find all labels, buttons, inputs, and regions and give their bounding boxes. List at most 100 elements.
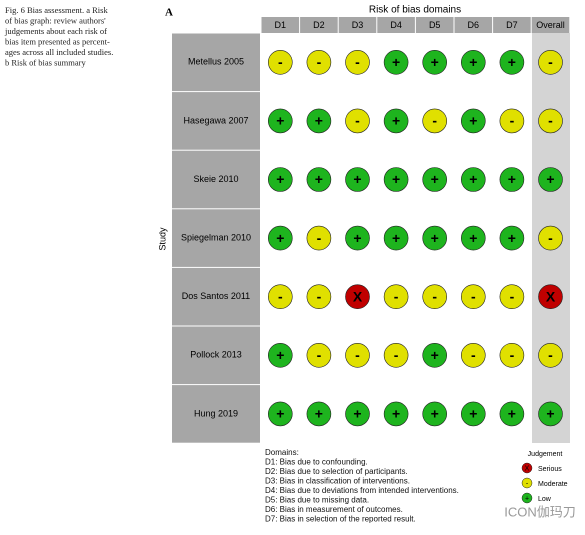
judgement-dot [345, 401, 370, 427]
judgement-dot [383, 284, 409, 310]
judgement-symbol: - [432, 113, 437, 129]
judgement-symbol: + [353, 171, 361, 187]
judgement-dot [499, 167, 525, 192]
study-box [172, 385, 260, 443]
judgement-symbol: + [315, 406, 323, 422]
judgement-symbol: + [392, 54, 400, 70]
judgement-symbol: + [469, 54, 477, 70]
judgement-dot [345, 225, 370, 251]
legend-symbol: - [526, 480, 529, 487]
judgement-symbol: + [276, 113, 284, 129]
caption-line: judgements about each risk of [4, 26, 107, 36]
judgement-symbol: + [431, 406, 439, 422]
judgement-dot [460, 401, 486, 427]
judgement-dot [422, 167, 448, 192]
judgement-dot [345, 284, 370, 310]
judgement-dot [538, 167, 563, 192]
judgement-symbol: + [469, 230, 477, 246]
judgement-dot [267, 108, 293, 134]
judgement-dot [538, 284, 563, 310]
judgement-dot [499, 284, 525, 310]
column-label: D5 [429, 20, 441, 30]
y-label: Study [157, 227, 167, 251]
legend-title: Judgement [528, 451, 563, 458]
judgement-symbol: + [392, 113, 400, 129]
judgement-dot [306, 342, 332, 368]
watermark: ICON伽玛刀 [504, 504, 576, 519]
judgement-symbol: - [471, 288, 476, 304]
judgement-symbol: + [276, 406, 284, 422]
column-header [377, 17, 415, 33]
judgement-symbol: - [317, 288, 322, 304]
judgement-dot [267, 284, 293, 310]
judgement-dot [306, 401, 332, 427]
legend-label: Moderate [538, 481, 568, 488]
judgement-dot [383, 401, 409, 427]
study-box [172, 33, 260, 92]
column-label: D3 [352, 20, 364, 30]
judgement-dot [538, 401, 563, 427]
study-box [172, 267, 260, 326]
judgement-dot [538, 225, 563, 251]
judgement-dot [538, 108, 563, 134]
judgement-dot [422, 108, 448, 134]
judgement-dot [267, 167, 293, 192]
domain-note: D6: Bias in measurement of outcomes. [265, 505, 403, 514]
judgement-symbol: + [392, 406, 400, 422]
domain-note: D7: Bias in selection of the reported re… [265, 515, 416, 524]
judgement-dot [306, 225, 332, 251]
caption-line: Fig. 6 Bias assessment. a Risk [5, 5, 108, 15]
judgement-dot [499, 108, 525, 134]
column-header [531, 17, 570, 33]
study-name: Spiegelman 2010 [181, 232, 251, 242]
domain-note: D2: Bias due to selection of participant… [265, 467, 408, 476]
judgement-symbol: + [508, 171, 516, 187]
panel-label: A [165, 7, 173, 19]
judgement-symbol: - [355, 113, 360, 129]
judgement-dot [422, 401, 448, 427]
judgement-dot [422, 342, 448, 368]
study-box [172, 150, 260, 209]
judgement-symbol: + [469, 406, 477, 422]
column-header [261, 17, 300, 33]
judgement-symbol: + [508, 54, 516, 70]
judgement-symbol: + [353, 230, 361, 246]
judgement-symbol: + [353, 406, 361, 422]
judgement-dot [538, 342, 563, 368]
judgement-symbol: - [548, 347, 553, 363]
column-label: D4 [390, 20, 402, 30]
judgement-symbol: - [510, 347, 515, 363]
judgement-symbol: - [510, 288, 515, 304]
judgement-symbol: X [546, 288, 556, 304]
judgement-dot [345, 108, 370, 134]
judgement-symbol: + [431, 54, 439, 70]
column-header [454, 17, 493, 33]
header: Risk of bias domains [369, 5, 461, 16]
judgement-symbol: - [548, 230, 553, 246]
legend-dot [521, 492, 533, 504]
study-name: Metellus 2005 [188, 57, 244, 67]
study-name: Pollock 2013 [190, 350, 242, 360]
judgement-symbol: - [548, 113, 553, 129]
judgement-symbol: + [392, 230, 400, 246]
judgement-symbol: + [431, 171, 439, 187]
judgement-symbol: - [394, 347, 399, 363]
column-label: Overall [536, 20, 565, 30]
legend-dot [521, 462, 533, 474]
legend-symbol: X [525, 465, 530, 472]
judgement-dot [306, 108, 332, 134]
judgement-dot [267, 342, 293, 368]
judgement-dot [383, 108, 409, 134]
judgement-dot [383, 225, 409, 251]
judgement-symbol: X [353, 288, 363, 304]
judgement-symbol: - [317, 54, 322, 70]
judgement-symbol: + [508, 406, 516, 422]
judgement-symbol: - [317, 230, 322, 246]
judgement-dot [460, 49, 486, 75]
judgement-symbol: - [355, 347, 360, 363]
judgement-symbol: - [278, 54, 283, 70]
judgement-dot [538, 49, 563, 75]
judgement-symbol: - [317, 347, 322, 363]
column-header [415, 17, 454, 33]
